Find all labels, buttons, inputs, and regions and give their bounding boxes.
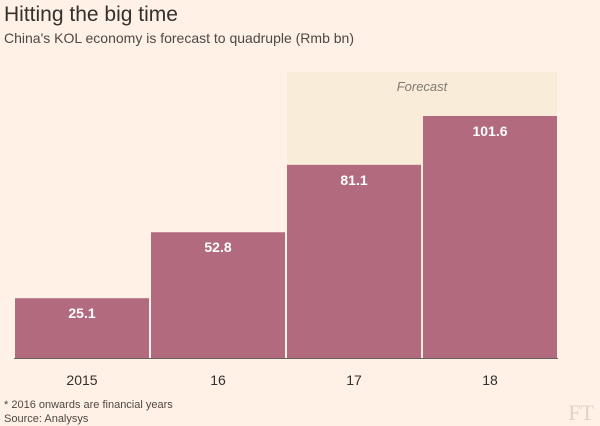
chart-title: Hitting the big time — [4, 3, 178, 26]
bar-17 — [287, 164, 421, 358]
x-tick-18: 18 — [482, 372, 498, 388]
data-label-18: 101.6 — [472, 123, 507, 139]
x-tick-16: 16 — [210, 372, 226, 388]
ft-logo: FT — [568, 400, 594, 425]
source-note: Source: Analysys — [4, 413, 89, 425]
data-label-17: 81.1 — [340, 172, 367, 188]
data-label-2015: 25.1 — [68, 305, 95, 321]
bar-2015 — [15, 298, 149, 358]
chart-subtitle: China's KOL economy is forecast to quadr… — [4, 30, 354, 46]
forecast-label: Forecast — [397, 79, 449, 94]
x-tick-2015: 2015 — [66, 372, 97, 388]
bar-16 — [151, 232, 285, 358]
footnote: * 2016 onwards are financial years — [4, 399, 173, 411]
data-label-16: 52.8 — [204, 239, 231, 255]
bar-18 — [423, 116, 557, 358]
x-tick-17: 17 — [346, 372, 362, 388]
